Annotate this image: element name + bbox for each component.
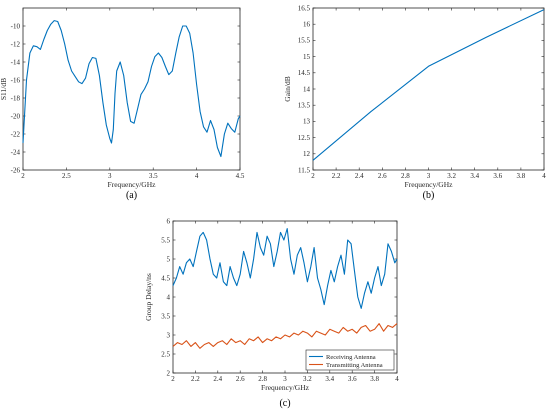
x-tick-label: 4 xyxy=(195,172,199,180)
y-tick-label: 16 xyxy=(303,21,311,29)
y-tick-label: 3 xyxy=(167,331,171,339)
x-tick-label: 3.6 xyxy=(348,375,357,383)
legend-box xyxy=(305,349,395,371)
x-tick-label: 3.5 xyxy=(149,172,158,180)
x-tick-label: 2.4 xyxy=(355,172,364,180)
legend-entry-0: Receiving Antenna xyxy=(326,354,376,361)
y-tick-label: 12 xyxy=(303,150,311,158)
x-axis-label: Frequency/GHz xyxy=(405,180,454,189)
x-tick-label: 3.6 xyxy=(493,172,502,180)
x-tick-label: 2 xyxy=(21,172,25,180)
y-tick-label: -22 xyxy=(11,130,21,138)
y-tick-label: -20 xyxy=(11,112,21,120)
x-tick-label: 3.4 xyxy=(470,172,479,180)
x-tick-label: 4 xyxy=(395,375,399,383)
plot-area-frame xyxy=(312,7,545,171)
x-tick-label: 3 xyxy=(427,172,431,180)
x-tick-label: 2.6 xyxy=(378,172,387,180)
y-tick-label: 12.5 xyxy=(298,134,311,142)
x-tick-label: 3.4 xyxy=(325,375,334,383)
x-tick-label: 3.8 xyxy=(517,172,526,180)
y-tick-label: 5.5 xyxy=(161,236,170,244)
x-tick-label: 2.2 xyxy=(332,172,341,180)
x-tick-label: 4 xyxy=(542,172,546,180)
x-tick-label: 2.5 xyxy=(62,172,71,180)
y-tick-label: -24 xyxy=(11,148,21,156)
y-tick-label: 14 xyxy=(303,85,311,93)
y-tick-label: 15.5 xyxy=(298,37,311,45)
y-tick-label: -16 xyxy=(11,76,21,84)
series-line-0 xyxy=(312,9,545,161)
y-tick-label: -26 xyxy=(11,166,21,174)
y-tick-label: 4.5 xyxy=(161,274,170,282)
x-tick-label: 4.5 xyxy=(236,172,245,180)
y-tick-label: 16.5 xyxy=(298,4,311,12)
y-axis-label: S11/dB xyxy=(0,78,8,100)
y-tick-label: 4 xyxy=(167,293,171,301)
x-tick-label: 2.4 xyxy=(213,375,222,383)
y-tick-label: -14 xyxy=(11,58,21,66)
x-tick-label: 3 xyxy=(108,172,112,180)
x-tick-label: 3.2 xyxy=(447,172,456,180)
x-tick-label: 2 xyxy=(171,375,175,383)
series-line-0 xyxy=(172,228,398,309)
plot-area-frame xyxy=(22,7,241,171)
y-tick-label: 2.5 xyxy=(161,350,170,358)
chart-panel-0: 2 2.5 3 3.5 4 4.5 -26 -24 -22 -20 -18 -16 -14 -12 -10 F… xyxy=(0,7,245,201)
y-tick-label: -12 xyxy=(11,40,21,48)
chart-panel-1: 2 2.2 2.4 2.6 2.8 3 3.2 3.4 3.6 3.8 4 11.5 12 12.5 13 1… xyxy=(283,4,546,201)
x-axis-label: Frequency/GHz xyxy=(261,383,310,392)
y-tick-label: -10 xyxy=(11,22,21,30)
legend-entry-1: Transmitting Antenna xyxy=(326,362,383,369)
series-line-1 xyxy=(172,323,398,349)
x-tick-label: 3.8 xyxy=(370,375,379,383)
x-tick-label: 2.6 xyxy=(236,375,245,383)
y-tick-label: 2 xyxy=(167,369,171,377)
x-axis-label: Frequency/GHz xyxy=(108,180,157,189)
panel-label: (a) xyxy=(126,190,137,201)
y-tick-label: 13.5 xyxy=(298,102,311,110)
y-tick-label: 6 xyxy=(167,217,171,225)
y-tick-label: 11.5 xyxy=(298,166,310,174)
series-line-0 xyxy=(22,20,241,158)
y-tick-label: 14.5 xyxy=(298,69,311,77)
y-tick-label: 13 xyxy=(303,118,311,126)
x-tick-label: 3.2 xyxy=(303,375,312,383)
panel-label: (c) xyxy=(279,398,290,409)
chart-panel-2: 2 2.2 2.4 2.6 2.8 3 3.2 3.4 3.6 3.8 4 2 2.5 3 3.5 4 4.5 5… xyxy=(144,217,399,409)
y-axis-label: Group Delay/ns xyxy=(144,273,153,321)
x-tick-label: 2.2 xyxy=(191,375,200,383)
x-tick-label: 2 xyxy=(311,172,315,180)
plot-area-frame xyxy=(172,220,398,374)
y-tick-label: -18 xyxy=(11,94,21,102)
y-tick-label: 3.5 xyxy=(161,312,170,320)
x-tick-label: 2.8 xyxy=(401,172,410,180)
x-tick-label: 2.8 xyxy=(258,375,267,383)
y-axis-label: Gain/dB xyxy=(283,76,292,101)
panel-label: (b) xyxy=(423,190,435,201)
y-tick-label: 15 xyxy=(303,53,311,61)
x-tick-label: 3 xyxy=(283,375,287,383)
y-tick-label: 5 xyxy=(167,255,171,263)
